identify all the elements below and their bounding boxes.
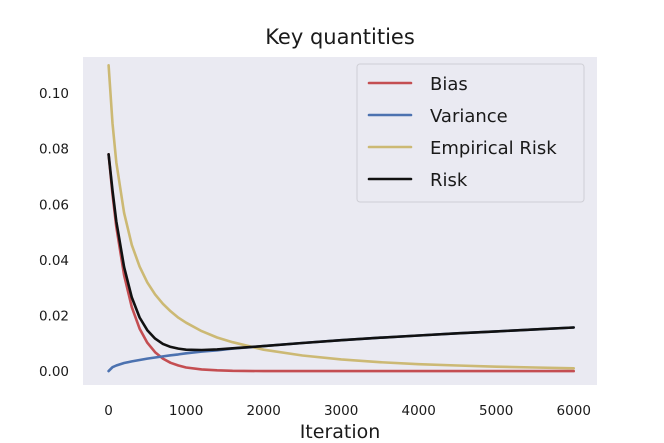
x-tick-label: 3000 (324, 403, 358, 419)
series-line-empirical-risk (107, 64, 576, 370)
y-tick-label: 0.06 (39, 197, 69, 213)
x-tick-label: 2000 (246, 403, 280, 419)
x-tick-label: 4000 (402, 403, 436, 419)
y-tick-label: 0.00 (39, 364, 69, 380)
y-tick-label: 0.02 (39, 309, 69, 325)
legend-label-risk: Risk (430, 170, 468, 191)
legend-label-bias: Bias (430, 74, 468, 95)
y-tick-label: 0.10 (39, 86, 69, 102)
series-lines (107, 64, 576, 373)
y-axis-ticks: 0.00 0.02 0.04 0.06 0.08 0.10 (39, 86, 69, 380)
legend-label-empirical-risk: Empirical Risk (430, 138, 557, 159)
x-tick-label: 5000 (479, 403, 513, 419)
x-tick-label: 1000 (169, 403, 203, 419)
x-tick-label: 6000 (557, 403, 591, 419)
series-line-risk (107, 153, 576, 352)
y-tick-label: 0.08 (39, 142, 69, 158)
series-line-bias (107, 153, 576, 373)
y-tick-label: 0.04 (39, 253, 69, 269)
legend: Bias Variance Empirical Risk Risk (356, 63, 585, 203)
legend-box (356, 63, 585, 203)
x-tick-label: 0 (104, 403, 113, 419)
legend-items: Bias Variance Empirical Risk Risk (367, 74, 557, 191)
chart-title: Key quantities (265, 25, 415, 49)
x-axis-label: Iteration (300, 421, 381, 443)
x-axis-ticks: 0 1000 2000 3000 4000 5000 6000 (104, 403, 591, 419)
legend-label-variance: Variance (430, 106, 508, 127)
